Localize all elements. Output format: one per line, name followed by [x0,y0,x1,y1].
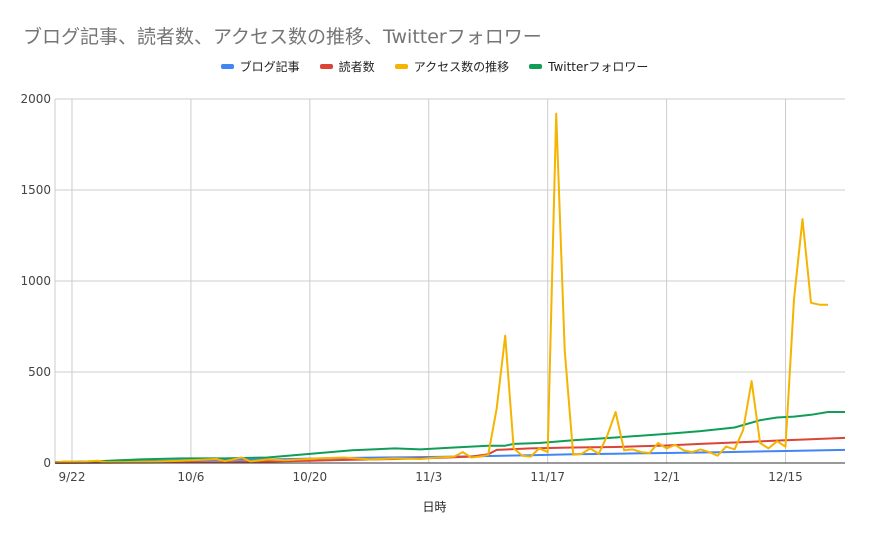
y-tick-label: 0 [43,456,51,470]
axis-layer: 0 500 1000 1500 2000 9/22 10/6 10/20 11/3 11/17 12… [20,92,845,484]
legend-item-blog-posts[interactable]: ブログ記事 [220,58,300,75]
legend: ブログ記事 読者数 アクセス数の推移 Twitterフォロワー [0,58,869,75]
series-line-twitter-followers [54,411,845,464]
y-tick-label: 1500 [20,183,51,197]
grid-layer [54,98,845,463]
legend-label-blog-posts: ブログ記事 [239,60,300,74]
x-tick-label: 12/1 [653,470,680,484]
y-tick-label: 500 [28,365,51,379]
x-tick-label: 10/6 [177,470,204,484]
legend-label-access-count: アクセス数の推移 [413,60,510,74]
chart-title: ブログ記事、読者数、アクセス数の推移、Twitterフォロワー [23,26,542,48]
x-tick-label: 12/15 [768,470,803,484]
legend-item-twitter-followers[interactable]: Twitterフォロワー [529,58,648,75]
legend-label-twitter-followers: Twitterフォロワー [548,60,649,74]
x-tick-label: 10/20 [293,470,328,484]
legend-item-access-count[interactable]: アクセス数の推移 [394,58,510,75]
x-tick-label: 11/3 [415,470,442,484]
y-tick-label: 2000 [20,92,51,106]
legend-swatch-readers [319,64,333,69]
legend-swatch-blog-posts [220,64,234,69]
x-tick-label: 9/22 [59,470,86,484]
legend-item-readers[interactable]: 読者数 [319,58,375,75]
x-axis-title: 日時 [422,500,447,514]
series-layer [54,112,846,464]
legend-label-readers: 読者数 [338,60,375,74]
legend-swatch-access-count [394,64,408,69]
series-line-readers [54,436,846,464]
series-line-access-count [54,112,828,464]
legend-swatch-twitter-followers [529,64,543,69]
x-tick-label: 11/17 [530,470,565,484]
y-tick-label: 1000 [20,274,51,288]
